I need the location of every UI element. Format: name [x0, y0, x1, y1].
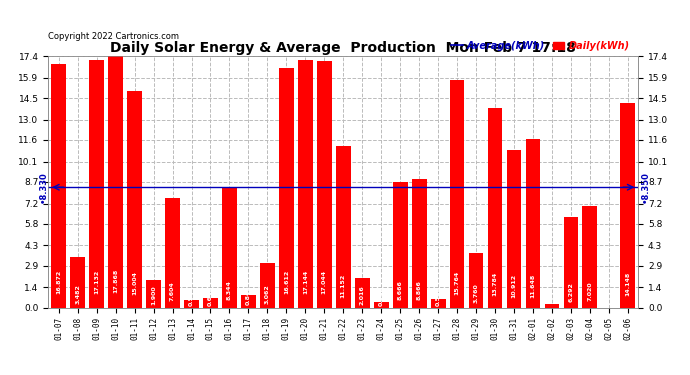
Text: 15.004: 15.004: [132, 271, 137, 295]
Text: 7.604: 7.604: [170, 281, 175, 301]
Text: 8.666: 8.666: [397, 280, 403, 300]
Bar: [582, 206, 598, 308]
Bar: [89, 60, 104, 308]
Bar: [108, 50, 123, 308]
Bar: [70, 257, 85, 307]
Text: 7.020: 7.020: [587, 281, 593, 301]
Text: 17.868: 17.868: [113, 269, 118, 293]
Text: •8.350: •8.350: [641, 171, 650, 203]
Text: 0.588: 0.588: [435, 286, 441, 306]
Bar: [620, 103, 635, 308]
Bar: [469, 253, 484, 308]
Bar: [450, 80, 464, 308]
Bar: [526, 139, 540, 308]
Text: 0.648: 0.648: [208, 286, 213, 306]
Bar: [564, 217, 578, 308]
Bar: [355, 278, 370, 308]
Bar: [51, 64, 66, 308]
Bar: [222, 187, 237, 308]
Bar: [317, 62, 332, 308]
Text: Copyright 2022 Cartronics.com: Copyright 2022 Cartronics.com: [48, 32, 179, 41]
Text: 17.132: 17.132: [94, 269, 99, 294]
Bar: [146, 280, 161, 308]
Text: 0.352: 0.352: [379, 286, 384, 306]
Bar: [260, 263, 275, 308]
Text: 11.648: 11.648: [531, 273, 535, 298]
Bar: [165, 198, 180, 308]
Bar: [127, 91, 142, 308]
Bar: [544, 304, 560, 307]
Bar: [203, 298, 218, 307]
Bar: [431, 299, 446, 307]
Text: 0.528: 0.528: [189, 286, 194, 306]
Title: Daily Solar Energy & Average  Production  Mon Feb 7 17:18: Daily Solar Energy & Average Production …: [110, 41, 576, 55]
Text: 2.016: 2.016: [359, 285, 365, 304]
Text: 0.840: 0.840: [246, 286, 251, 306]
Bar: [336, 147, 351, 308]
Bar: [184, 300, 199, 307]
Text: 10.912: 10.912: [511, 274, 517, 298]
Bar: [393, 182, 408, 308]
Text: 1.900: 1.900: [151, 285, 156, 304]
Text: 14.148: 14.148: [625, 272, 631, 296]
Text: 16.872: 16.872: [56, 270, 61, 294]
Text: 8.866: 8.866: [417, 280, 422, 300]
Bar: [241, 296, 256, 307]
Text: 6.292: 6.292: [569, 282, 573, 302]
Text: 11.152: 11.152: [341, 274, 346, 298]
Bar: [374, 302, 388, 307]
Text: 8.344: 8.344: [227, 280, 232, 300]
Legend: Average(kWh), Daily(kWh): Average(kWh), Daily(kWh): [447, 37, 633, 54]
Text: 13.784: 13.784: [493, 272, 497, 296]
Bar: [506, 150, 522, 308]
Text: 17.044: 17.044: [322, 270, 327, 294]
Bar: [298, 60, 313, 308]
Text: 3.062: 3.062: [265, 284, 270, 304]
Text: 17.144: 17.144: [303, 269, 308, 294]
Text: 16.612: 16.612: [284, 270, 289, 294]
Bar: [488, 108, 502, 307]
Bar: [279, 68, 294, 308]
Text: 3.760: 3.760: [473, 284, 479, 303]
Bar: [412, 180, 426, 308]
Text: 3.482: 3.482: [75, 284, 80, 303]
Text: •8.330: •8.330: [39, 171, 48, 203]
Text: 15.764: 15.764: [455, 270, 460, 295]
